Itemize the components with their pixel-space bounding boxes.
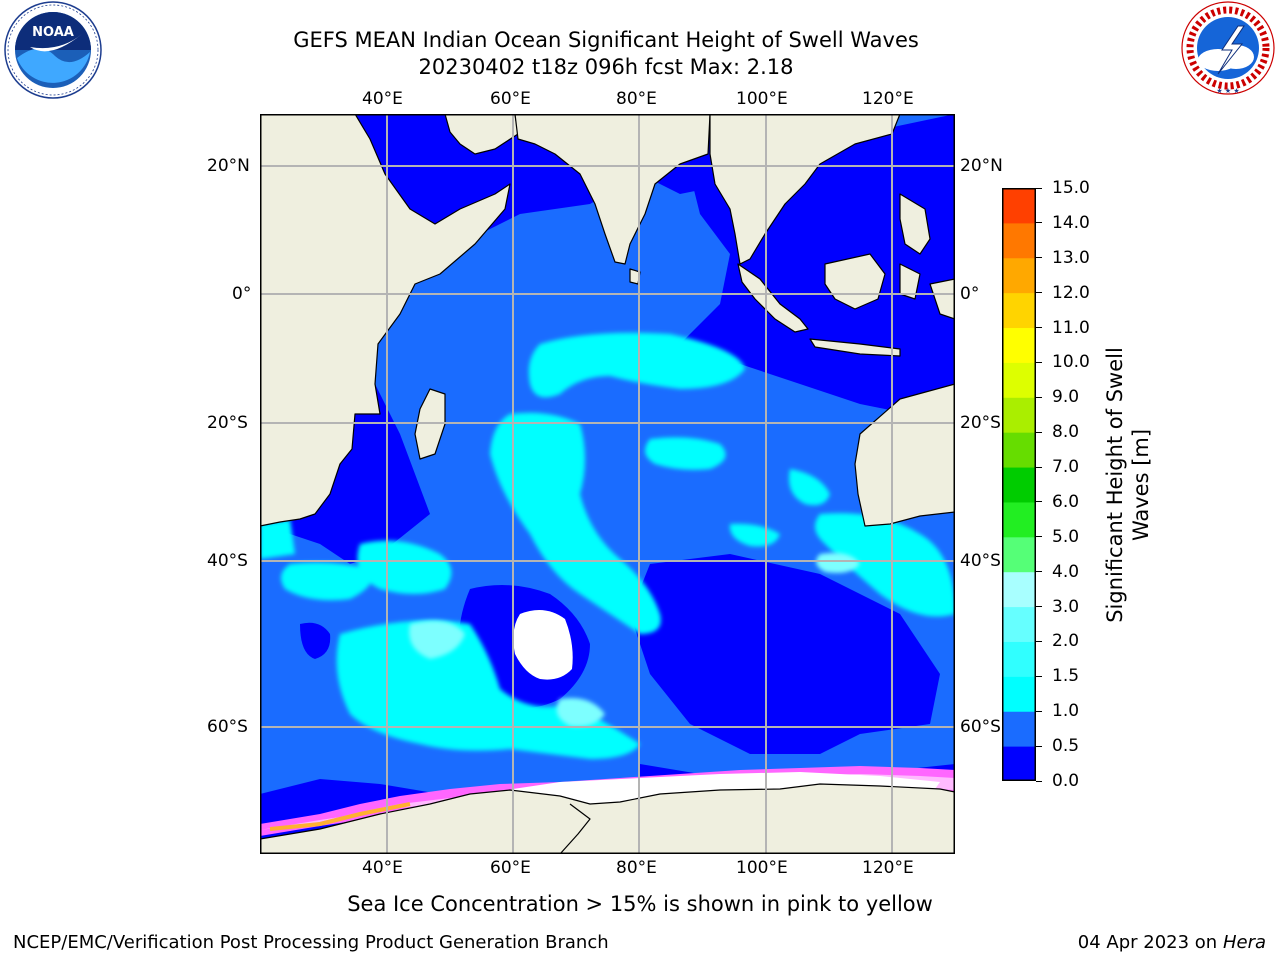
colorbar-segment [1002,257,1036,294]
colorbar-tick-label: 13.0 [1052,247,1090,268]
map-grid [260,114,955,854]
svg-text:★ ★ ★: ★ ★ ★ [1216,87,1239,95]
footer-date: 04 Apr 2023 on Hera [1078,932,1266,954]
colorbar-tick-mark [1036,222,1042,224]
colorbar-tick-label: 1.5 [1052,666,1080,687]
lat-tick-right-20n: 20°N [960,156,1003,176]
ocean-band-1.5-2.0 [409,552,860,727]
nws-logo-icon: ★ ★ ★ [1178,0,1278,98]
colorbar-tick-mark [1036,745,1042,747]
colorbar-segment [1002,188,1036,224]
colorbar-tick-label: 4.0 [1052,561,1080,582]
colorbar-segment [1002,606,1036,642]
colorbar-segment [1002,292,1036,329]
colorbar-tick-mark [1036,466,1042,468]
colorbar-tick-label: 3.0 [1052,596,1080,617]
lat-tick-right-0: 0° [960,284,980,304]
noaa-logo-icon: NOAA [0,0,108,102]
colorbar-segment [1002,222,1036,259]
colorbar-tick-mark [1036,431,1042,433]
ocean-band-1.0-1.5 [260,332,955,759]
colorbar-tick-mark [1036,187,1042,189]
lon-tick-bottom-80e: 80°E [616,858,657,878]
title-line-1: GEFS MEAN Indian Ocean Significant Heigh… [293,28,919,52]
missing-data-patch [513,610,573,680]
colorbar-tick-label: 0.5 [1052,736,1080,757]
colorbar-label-line-2: Waves [m] [1129,428,1153,542]
lat-tick-right-20s: 20°S [960,413,1001,433]
colorbar-tick-mark [1036,327,1042,329]
colorbar-tick-label: 15.0 [1052,178,1090,198]
lat-tick-left-20n: 20°N [207,156,250,176]
map-frame [260,114,955,854]
lon-tick-top-60e: 60°E [490,89,531,109]
colorbar-tick-mark [1036,710,1042,712]
colorbar-tick-label: 14.0 [1052,212,1090,233]
lat-tick-left-20s: 20°S [207,413,248,433]
colorbar-tick-mark [1036,780,1042,782]
lon-tick-top-100e: 100°E [736,89,788,109]
lon-tick-bottom-40e: 40°E [362,858,403,878]
colorbar-segment [1002,536,1036,573]
colorbar-tick-mark [1036,675,1042,677]
colorbar-segment [1002,467,1036,503]
swell-height-map [260,114,955,854]
colorbar [1002,188,1036,782]
colorbar-tick-label: 0.0 [1052,771,1080,791]
colorbar-tick-label: 5.0 [1052,526,1080,547]
colorbar-tick-mark [1036,257,1042,259]
colorbar-segment [1002,397,1036,433]
lon-tick-bottom-60e: 60°E [490,858,531,878]
colorbar-segment [1002,746,1036,782]
lat-tick-left-60s: 60°S [207,717,248,737]
colorbar-tick-mark [1036,361,1042,363]
colorbar-frame [1002,188,1036,781]
colorbar-segment [1002,641,1036,677]
lon-tick-top-80e: 80°E [616,89,657,109]
colorbar-tick-mark [1036,536,1042,538]
colorbar-segment [1002,432,1036,468]
footer-date-text: 04 Apr 2023 on [1077,932,1223,953]
colorbar-tick-mark [1036,501,1042,503]
colorbar-segment [1002,501,1036,538]
lat-tick-left-0: 0° [232,284,252,304]
noaa-logo-text: NOAA [32,25,74,40]
lat-tick-right-60s: 60°S [960,717,1001,737]
landmasses [260,114,955,854]
colorbar-tick-mark [1036,640,1042,642]
colorbar-segment [1002,676,1036,712]
colorbar-tick-label: 9.0 [1052,387,1080,408]
colorbar-tick-label: 8.0 [1052,422,1080,443]
title-line-2: 20230402 t18z 096h fcst Max: 2.18 [418,55,794,79]
footer-credit: NCEP/EMC/Verification Post Processing Pr… [13,932,609,953]
colorbar-tick-mark [1036,396,1042,398]
colorbar-label-line-1: Significant Height of Swell [1103,347,1127,623]
lat-tick-left-40s: 40°S [207,551,248,571]
colorbar-tick-label: 12.0 [1052,282,1090,303]
sea-ice-caption: Sea Ice Concentration > 15% is shown in … [347,892,933,916]
colorbar-tick-label: 1.0 [1052,701,1080,722]
lon-tick-bottom-100e: 100°E [736,858,788,878]
colorbar-tick-mark [1036,606,1042,608]
footer-host: Hera [1222,932,1266,953]
colorbar-segment [1002,362,1036,398]
colorbar-tick-label: 2.0 [1052,631,1080,652]
colorbar-tick-label: 7.0 [1052,457,1080,478]
lat-tick-right-40s: 40°S [960,551,1001,571]
colorbar-segment [1002,327,1036,363]
colorbar-segment [1002,571,1036,608]
lon-tick-top-120e: 120°E [862,89,914,109]
lon-tick-top-40e: 40°E [362,89,403,109]
lon-tick-bottom-120e: 120°E [862,858,914,878]
colorbar-tick-mark [1036,292,1042,294]
colorbar-tick-mark [1036,571,1042,573]
colorbar-tick-label: 10.0 [1052,352,1090,373]
colorbar-segment [1002,711,1036,747]
colorbar-tick-label: 11.0 [1052,317,1090,338]
colorbar-tick-label: 6.0 [1052,491,1080,512]
